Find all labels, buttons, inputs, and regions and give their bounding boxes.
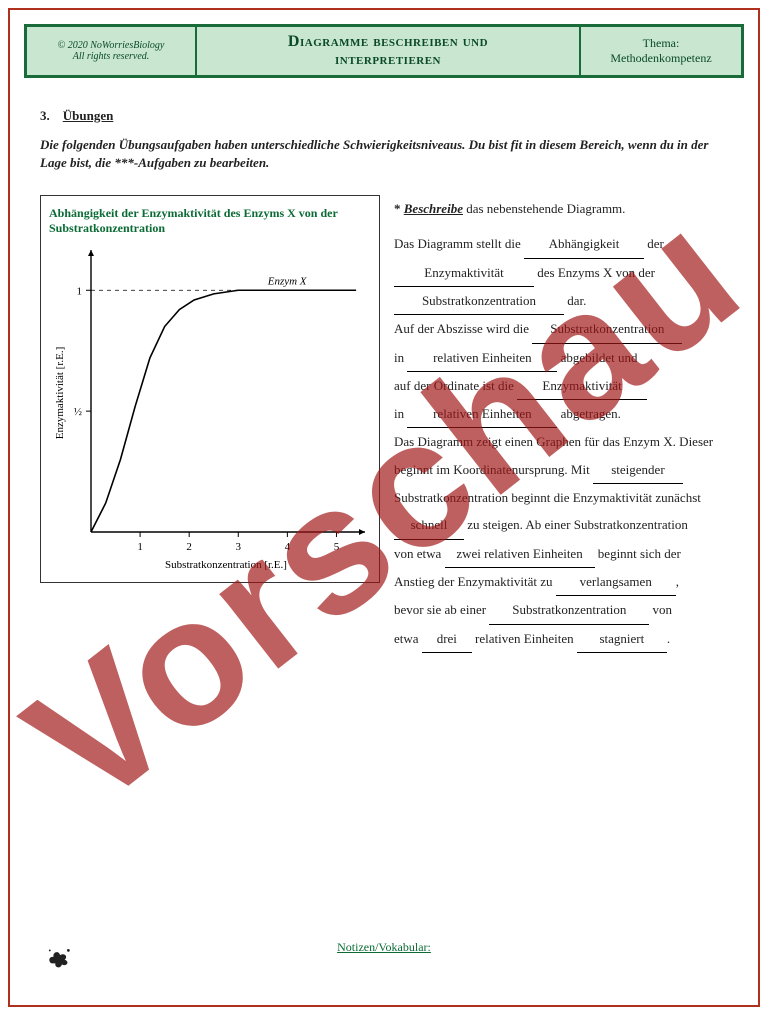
ft: ,: [676, 574, 679, 589]
svg-text:2: 2: [186, 541, 192, 553]
blank-9: steigender: [593, 456, 683, 484]
task-star: *: [394, 201, 401, 216]
ft: von etwa: [394, 546, 441, 561]
theme-label: Thema:: [643, 36, 680, 51]
blank-3: Substratkonzentration: [394, 287, 564, 315]
task-line: * Beschreibe das nebenstehende Diagramm.: [394, 195, 728, 222]
section-number: 3.: [40, 108, 50, 123]
ft: der: [647, 236, 664, 251]
svg-text:Substratkonzentration [r.E.]: Substratkonzentration [r.E.]: [165, 559, 287, 571]
blank-1: Abhängigkeit: [524, 230, 644, 258]
svg-text:3: 3: [236, 541, 242, 553]
theme-value: Methodenkompetenz: [610, 51, 711, 66]
ft: Anstieg der Enzymaktivität zu: [394, 574, 552, 589]
intro-text: Die folgenden Übungsaufgaben haben unter…: [40, 136, 728, 171]
header-title: Diagramme beschreiben und interpretieren: [197, 27, 581, 75]
chart-title: Abhängigkeit der Enzymaktivität des Enzy…: [49, 206, 371, 236]
blank-13: verlangsamen: [556, 568, 676, 596]
section-title: Übungen: [63, 108, 114, 123]
split-layout: Abhängigkeit der Enzymaktivität des Enzy…: [40, 195, 728, 653]
ft: in: [394, 350, 404, 365]
notes-area: Notizen/Vokabular:: [40, 939, 728, 955]
svg-text:4: 4: [285, 541, 291, 553]
blank-11: schnell: [394, 511, 464, 539]
ft: beginnt sich der: [598, 546, 681, 561]
blank-2: Enzymaktivität: [394, 259, 534, 287]
ft: relativen Einheiten: [475, 631, 574, 646]
blank-4: Substratkonzentration: [532, 315, 682, 343]
ft: beginnt im Koordinatenursprung. Mit: [394, 462, 590, 477]
ft: abgetragen.: [561, 406, 621, 421]
svg-text:½: ½: [74, 406, 82, 418]
ft: in: [394, 406, 404, 421]
header-band: © 2020 NoWorriesBiology All rights reser…: [24, 24, 744, 78]
ft: Das Diagramm zeigt einen Graphen für das…: [394, 434, 713, 449]
title-line1: Diagramme beschreiben und: [288, 33, 488, 51]
ft: des Enzyms X von der: [537, 265, 655, 280]
blank-6: Enzymaktivität: [517, 372, 647, 400]
blank-14: Substratkonzentration: [489, 596, 649, 624]
ft: bevor sie ab einer: [394, 602, 486, 617]
ft: zu steigen. Ab einer Substratkonzentrati…: [467, 517, 688, 532]
task-verb: Beschreibe: [404, 201, 463, 216]
enzyme-chart: 1 2 3 4 5 ½ 1 Substratkonzentration [r.E.] Enzym…: [49, 244, 371, 574]
copyright-line1: © 2020 NoWorriesBiology: [58, 40, 165, 51]
svg-text:1: 1: [77, 285, 83, 297]
section-heading: 3. Übungen: [40, 108, 728, 124]
title-line2: interpretieren: [335, 51, 441, 69]
ft: etwa: [394, 631, 419, 646]
blank-7: relativen Einheiten: [407, 400, 557, 428]
ft: Substratkonzentration beginnt die Enzyma…: [394, 490, 701, 505]
copyright-line2: All rights reserved.: [73, 51, 150, 62]
svg-text:Enzymaktivität [r.E.]: Enzymaktivität [r.E.]: [54, 347, 66, 440]
ft: dar.: [567, 293, 586, 308]
ink-splat-icon: [46, 943, 74, 969]
svg-text:5: 5: [334, 541, 340, 553]
blank-15b: stagniert: [577, 625, 667, 653]
blank-12: zwei relativen Einheiten: [445, 540, 595, 568]
ft: abgebildet und: [561, 350, 638, 365]
chart-box: Abhängigkeit der Enzymaktivität des Enzy…: [40, 195, 380, 583]
blank-15a: drei: [422, 625, 472, 653]
chart-area: 1 2 3 4 5 ½ 1 Substratkonzentration [r.E.] Enzym…: [49, 244, 371, 574]
description-column: * Beschreibe das nebenstehende Diagramm.…: [394, 195, 728, 653]
svg-text:Enzym X: Enzym X: [267, 275, 308, 287]
content-area: 3. Übungen Die folgenden Übungsaufgaben …: [40, 108, 728, 975]
ft: auf der Ordinate ist die: [394, 378, 514, 393]
blank-5: relativen Einheiten: [407, 344, 557, 372]
svg-text:1: 1: [137, 541, 143, 553]
task-rest: das nebenstehende Diagramm.: [466, 201, 625, 216]
ft: von: [653, 602, 673, 617]
ft: Auf der Abszisse wird die: [394, 321, 529, 336]
header-copyright: © 2020 NoWorriesBiology All rights reser…: [27, 27, 197, 75]
notes-label: Notizen/Vokabular:: [337, 940, 431, 954]
fill-text: Das Diagramm stellt die Abhängigkeit der…: [394, 230, 728, 652]
ft: Das Diagramm stellt die: [394, 236, 521, 251]
ft: .: [667, 631, 670, 646]
header-theme: Thema: Methodenkompetenz: [581, 27, 741, 75]
